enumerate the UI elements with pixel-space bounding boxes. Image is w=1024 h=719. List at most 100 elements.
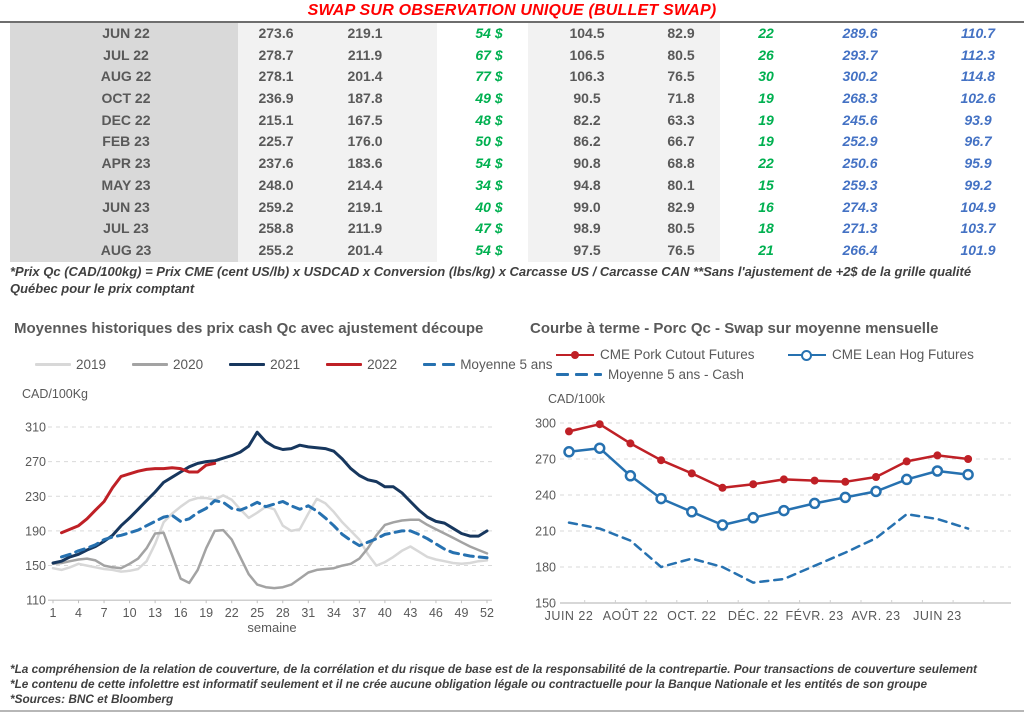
value-cell: 259.2: [258, 198, 294, 215]
value-cell: 258.8: [258, 220, 294, 237]
value-cell: 76.5: [667, 68, 695, 85]
svg-text:AVR. 23: AVR. 23: [851, 609, 900, 623]
value-cell: 80.1: [667, 176, 695, 193]
value-cell: 18: [758, 220, 774, 237]
row-shading: [528, 23, 720, 45]
value-cell: 67 $: [475, 46, 503, 63]
value-cell: 99.0: [573, 198, 601, 215]
row-shading: [238, 88, 437, 110]
svg-text:semaine: semaine: [247, 620, 296, 635]
forward-curve-chart-title: Courbe à terme - Porc Qc - Swap sur moye…: [530, 320, 939, 337]
value-cell: 268.3: [842, 90, 878, 107]
value-cell: 86.2: [573, 133, 601, 150]
value-cell: 16: [758, 198, 774, 215]
line-swatch: [326, 363, 363, 366]
row-shading: [528, 88, 720, 110]
row-shading: [238, 174, 437, 197]
svg-text:270: 270: [25, 455, 46, 469]
svg-text:25: 25: [250, 606, 264, 620]
dashed-line-swatch: [423, 363, 456, 366]
value-cell: 219.1: [347, 198, 383, 215]
value-cell: 293.7: [842, 46, 878, 63]
historical-price-chart: 110 150 190 230 270 310 1 4 7 10 13 16 19 22 25 28 31 34 3…: [25, 421, 494, 636]
value-cell: 66.7: [667, 133, 695, 150]
table-row: AUG 23 255.2 201.4 54 $ 97.5 76.5 21 266.4 101.9: [0, 239, 1024, 262]
legend-label: 2019: [76, 357, 107, 372]
value-cell: 48 $: [475, 111, 503, 128]
row-shading: [10, 109, 238, 132]
svg-text:190: 190: [25, 524, 46, 538]
svg-text:180: 180: [535, 561, 556, 575]
svg-text:10: 10: [123, 606, 137, 620]
value-cell: 106.5: [569, 46, 605, 63]
value-cell: 54 $: [475, 241, 503, 258]
svg-text:22: 22: [225, 606, 239, 620]
legend-item-moyenne-5-ans: Moyenne 5 ans: [423, 357, 553, 372]
page-title: SWAP SUR OBSERVATION UNIQUE (BULLET SWAP…: [307, 2, 717, 19]
row-shading: [10, 44, 238, 67]
value-cell: 271.3: [842, 220, 878, 237]
value-cell: 266.4: [842, 241, 878, 258]
value-cell: 30: [758, 68, 774, 85]
row-shading: [10, 174, 238, 197]
row-shading: [528, 44, 720, 67]
svg-text:31: 31: [301, 606, 315, 620]
value-cell: 15: [758, 176, 774, 193]
value-cell: 63.3: [667, 111, 695, 128]
svg-text:150: 150: [25, 559, 46, 573]
row-shading: [10, 88, 238, 110]
value-cell: 76.5: [667, 241, 695, 258]
value-cell: 93.9: [964, 111, 992, 128]
line-swatch: [35, 363, 71, 366]
svg-text:JUIN 22: JUIN 22: [545, 609, 594, 623]
row-shading: [10, 153, 238, 175]
value-cell: 274.3: [842, 198, 878, 215]
value-cell: 22: [758, 25, 774, 41]
svg-text:210: 210: [535, 525, 556, 539]
value-cell: 19: [758, 90, 774, 107]
value-cell: 106.3: [569, 68, 605, 85]
svg-text:4: 4: [75, 606, 82, 620]
svg-text:46: 46: [429, 606, 443, 620]
value-cell: 95.9: [964, 155, 992, 172]
value-cell: 300.2: [842, 68, 878, 85]
legend-lean-hog: CME Lean Hog Futures: [788, 347, 974, 362]
row-shading: [238, 23, 437, 45]
svg-text:OCT. 22: OCT. 22: [667, 609, 716, 623]
month-cell: JUL 22: [103, 46, 149, 63]
value-cell: 19: [758, 111, 774, 128]
legend-pork-cutout: CME Pork Cutout Futures: [556, 347, 755, 362]
table-row: JUN 23 259.2 219.1 40 $ 99.0 82.9 16 274.3 104.9: [0, 196, 1024, 219]
table-row: JUL 22 278.7 211.9 67 $ 106.5 80.5 26 293.7 112.…: [0, 44, 1024, 67]
line-swatch: [132, 363, 169, 366]
value-cell: 99.2: [964, 176, 992, 193]
value-cell: 26: [758, 46, 774, 63]
row-shading: [528, 66, 720, 89]
legend-item-2022: 2022: [326, 357, 397, 372]
value-cell: 211.9: [347, 46, 383, 63]
value-cell: 96.7: [964, 133, 992, 150]
value-cell: 77 $: [475, 68, 503, 85]
value-cell: 104.9: [960, 198, 996, 215]
disclaimer-footer: *La compréhension de la relation de couv…: [10, 662, 1018, 707]
svg-text:FÉVR. 23: FÉVR. 23: [786, 608, 844, 623]
svg-text:1: 1: [50, 606, 57, 620]
value-cell: 250.6: [842, 155, 878, 172]
row-shading: [238, 153, 437, 175]
value-cell: 21: [758, 241, 774, 258]
value-cell: 90.5: [573, 90, 601, 107]
line-swatch: [229, 363, 266, 366]
month-cell: JUN 22: [102, 25, 150, 41]
svg-text:DÉC. 22: DÉC. 22: [728, 608, 779, 623]
historical-chart-legend: 2019 2020 2021 2022 Moyenne 5 ans: [35, 357, 553, 372]
svg-text:110: 110: [26, 594, 46, 608]
row-shading: [528, 196, 720, 219]
svg-text:19: 19: [199, 606, 213, 620]
value-cell: 219.1: [347, 25, 383, 41]
value-cell: 245.6: [842, 111, 878, 128]
row-shading: [10, 218, 238, 240]
month-cell: FEB 23: [102, 133, 150, 150]
value-cell: 278.1: [258, 68, 294, 85]
legend-label: CME Pork Cutout Futures: [600, 347, 755, 362]
